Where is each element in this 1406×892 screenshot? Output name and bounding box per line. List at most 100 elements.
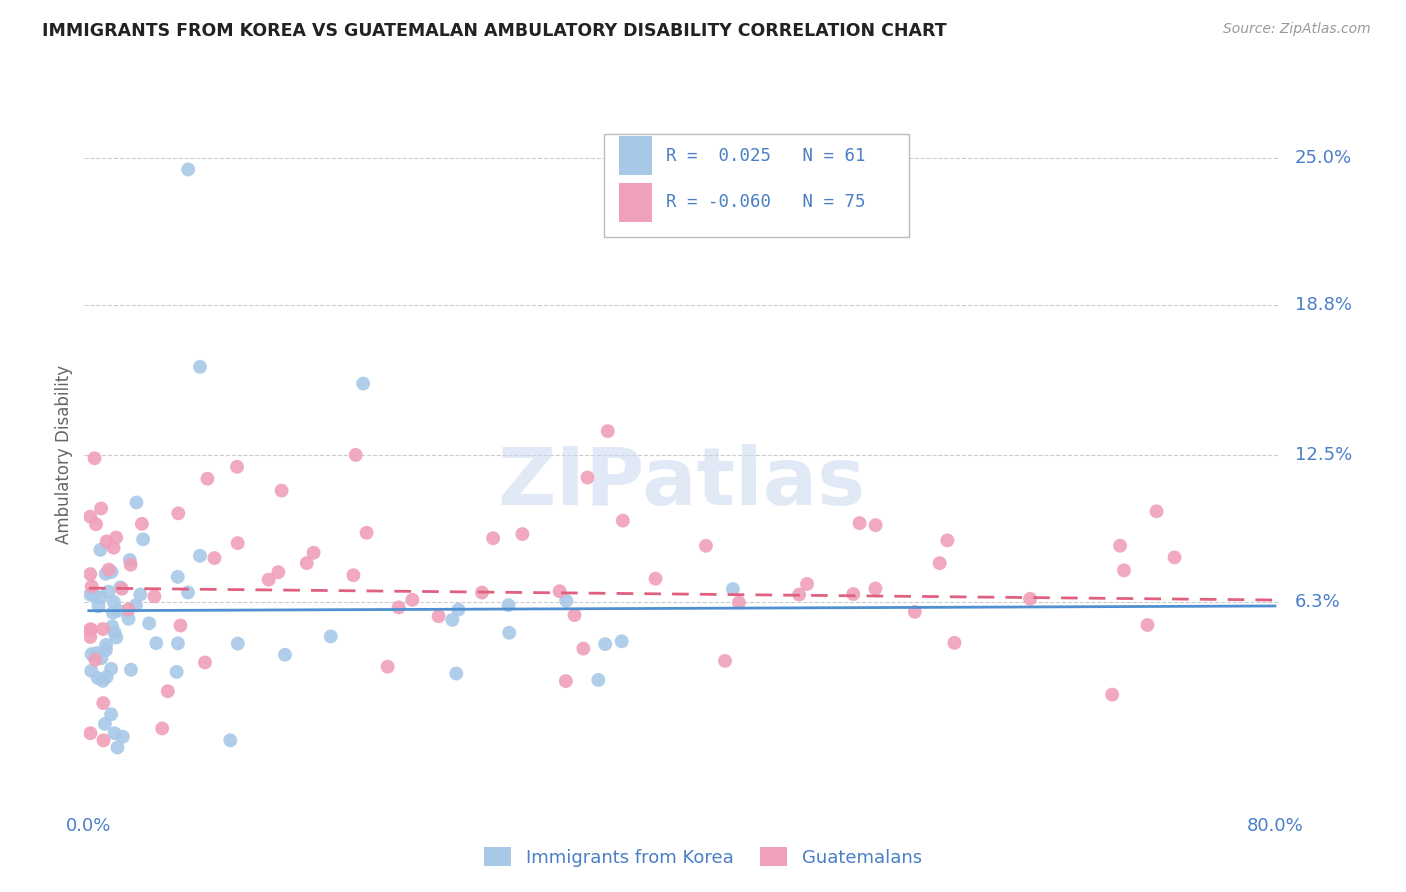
Point — [166, 570, 188, 584]
Point — [79, 567, 101, 582]
Point — [865, 518, 887, 533]
Point — [100, 707, 122, 722]
Point — [904, 605, 927, 619]
Point — [356, 525, 378, 540]
Point — [388, 600, 411, 615]
Point — [302, 546, 325, 560]
Point — [105, 531, 128, 545]
Point — [257, 573, 280, 587]
Point — [194, 656, 217, 670]
Point — [572, 641, 595, 656]
Text: Source: ZipAtlas.com: Source: ZipAtlas.com — [1223, 22, 1371, 37]
Point — [319, 629, 342, 643]
Point — [79, 623, 101, 637]
Point — [89, 542, 111, 557]
Point — [94, 566, 117, 581]
Point — [80, 647, 103, 661]
Point — [150, 722, 173, 736]
Y-axis label: Ambulatory Disability: Ambulatory Disability — [55, 366, 73, 544]
Point — [401, 592, 423, 607]
Text: 18.8%: 18.8% — [1295, 296, 1353, 314]
Point — [787, 587, 810, 601]
Point — [610, 634, 633, 648]
Point — [295, 556, 318, 570]
Point — [103, 541, 125, 555]
Point — [96, 534, 118, 549]
Point — [612, 514, 634, 528]
Point — [91, 622, 114, 636]
Point — [117, 612, 139, 626]
Point — [482, 531, 505, 545]
Point — [86, 671, 108, 685]
Point — [111, 730, 134, 744]
Point — [167, 506, 190, 520]
Point — [101, 606, 124, 620]
Point — [125, 598, 148, 612]
Point — [103, 726, 125, 740]
Point — [865, 582, 887, 596]
Point — [79, 630, 101, 644]
Point — [120, 558, 142, 572]
Point — [197, 472, 219, 486]
Point — [83, 589, 105, 603]
Point — [167, 636, 190, 650]
Point — [548, 584, 571, 599]
Point — [177, 585, 200, 599]
Point — [1146, 504, 1168, 518]
Point — [796, 577, 818, 591]
Point — [90, 651, 112, 665]
Text: R =  0.025   N = 61: R = 0.025 N = 61 — [666, 146, 866, 164]
Point — [118, 553, 141, 567]
Point — [111, 582, 134, 596]
Point — [441, 613, 464, 627]
Point — [86, 646, 108, 660]
Text: IMMIGRANTS FROM KOREA VS GUATEMALAN AMBULATORY DISABILITY CORRELATION CHART: IMMIGRANTS FROM KOREA VS GUATEMALAN AMBU… — [42, 22, 946, 40]
Point — [593, 637, 616, 651]
Point — [93, 733, 115, 747]
Point — [728, 595, 751, 609]
Point — [1136, 618, 1159, 632]
Point — [138, 616, 160, 631]
Point — [125, 495, 148, 509]
Text: 12.5%: 12.5% — [1295, 446, 1353, 464]
Point — [107, 740, 129, 755]
Point — [576, 470, 599, 484]
Point — [644, 572, 666, 586]
Point — [79, 509, 101, 524]
Point — [588, 673, 610, 687]
Text: R = -0.060   N = 75: R = -0.060 N = 75 — [666, 194, 866, 211]
Point — [103, 625, 125, 640]
Point — [554, 674, 576, 689]
Point — [166, 665, 188, 679]
Point — [131, 516, 153, 531]
Point — [105, 631, 128, 645]
Point — [110, 580, 132, 594]
Point — [267, 566, 290, 580]
Point — [377, 659, 399, 673]
Point — [156, 684, 179, 698]
Point — [84, 517, 107, 532]
Point — [91, 673, 114, 688]
Point — [177, 162, 200, 177]
Point — [471, 585, 494, 599]
Text: 6.3%: 6.3% — [1295, 593, 1341, 611]
Point — [226, 536, 249, 550]
Point — [188, 359, 211, 374]
Point — [498, 598, 520, 612]
Point — [188, 549, 211, 563]
Point — [97, 563, 120, 577]
Point — [842, 587, 865, 601]
Legend: Immigrants from Korea, Guatemalans: Immigrants from Korea, Guatemalans — [477, 840, 929, 874]
Point — [936, 533, 959, 548]
Point — [87, 599, 110, 614]
Point — [129, 587, 152, 601]
Point — [1109, 539, 1132, 553]
Point — [132, 533, 155, 547]
Point — [1101, 688, 1123, 702]
Text: 25.0%: 25.0% — [1295, 149, 1353, 167]
Point — [848, 516, 870, 530]
Point — [103, 595, 125, 609]
Point — [79, 726, 101, 740]
Point — [117, 602, 139, 616]
Point — [79, 588, 101, 602]
